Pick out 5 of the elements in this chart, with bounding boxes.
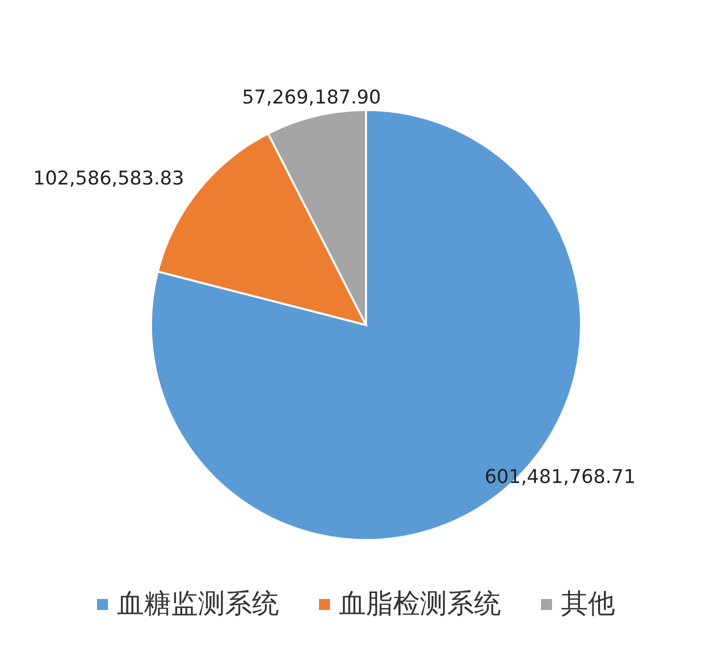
legend-label: 血脂检测系统 <box>339 588 501 620</box>
legend-label: 血糖监测系统 <box>117 588 279 620</box>
legend-label: 其他 <box>561 588 615 620</box>
data-label: 57,269,187.90 <box>242 86 381 109</box>
data-label: 102,586,583.83 <box>32 168 184 190</box>
